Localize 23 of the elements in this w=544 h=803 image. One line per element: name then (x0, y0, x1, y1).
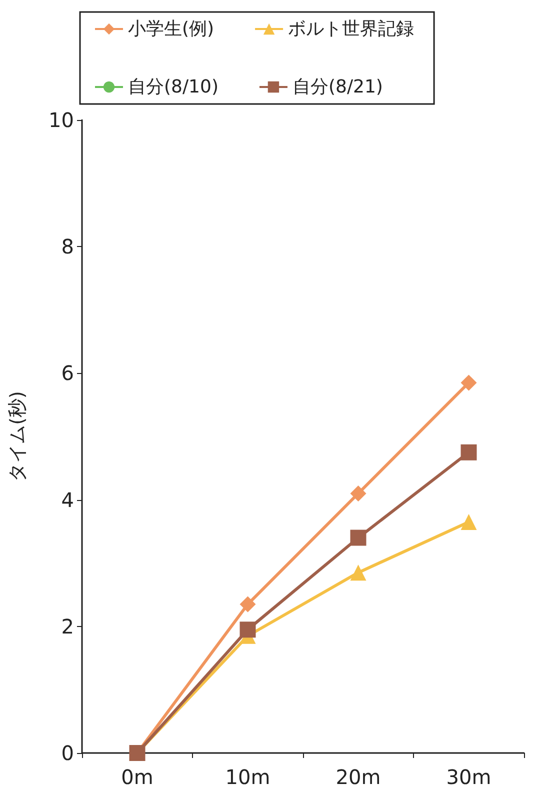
y-tick-label: 0 (61, 741, 74, 765)
y-axis-title: タイム(秒) (6, 391, 28, 482)
y-tick-label: 6 (61, 361, 74, 386)
point (350, 485, 366, 502)
point (240, 622, 256, 638)
point (240, 596, 256, 612)
y-tick-label: 2 (61, 614, 74, 638)
legend-label: 自分(8/21) (292, 76, 383, 98)
legend-label: 自分(8/10) (128, 76, 218, 98)
x-tick-label: 20m (336, 765, 381, 789)
y-tick-label: 4 (61, 488, 74, 512)
x-tick-label: 30m (446, 765, 492, 789)
point (350, 530, 366, 546)
point (350, 564, 366, 581)
point (460, 514, 477, 530)
x-tick-label: 10m (225, 765, 270, 789)
legend-label: 小学生(例) (128, 18, 214, 40)
legend-label: ボルト世界記録 (288, 18, 414, 40)
point (460, 444, 477, 460)
y-tick-label: 10 (48, 108, 74, 132)
point (460, 374, 477, 391)
x-tick-label: 0m (121, 765, 154, 789)
y-tick-label: 8 (61, 234, 74, 259)
